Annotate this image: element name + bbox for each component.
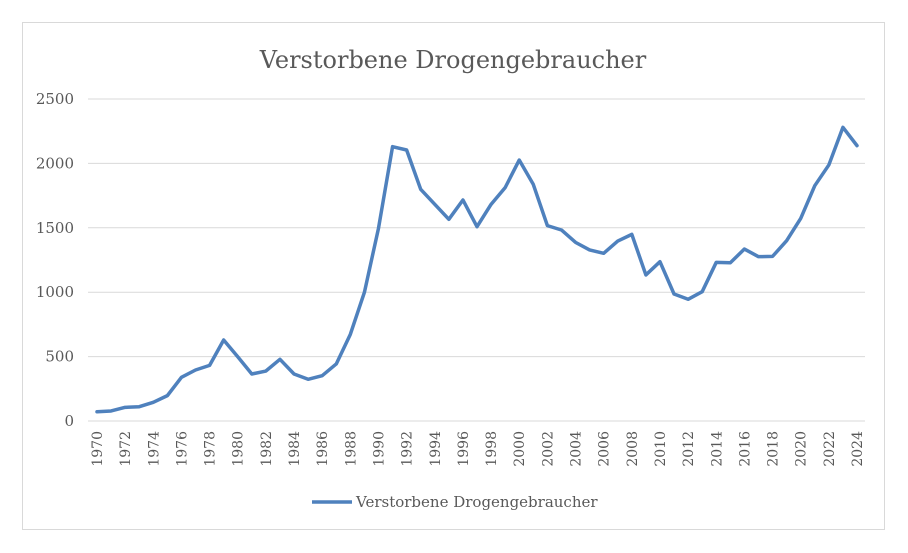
x-tick-label: 2016 [737, 431, 753, 467]
x-tick-label: 2014 [709, 431, 725, 467]
x-tick-label: 2006 [597, 431, 613, 467]
x-tick-label: 2000 [512, 431, 528, 467]
y-tick-label: 1500 [36, 219, 74, 237]
y-tick-label: 1000 [36, 283, 74, 301]
x-tick-label: 2012 [681, 431, 697, 467]
chart-border [22, 22, 885, 530]
x-tick-label: 1994 [428, 431, 444, 467]
y-tick-label: 2500 [36, 90, 74, 108]
x-tick-label: 2022 [822, 431, 838, 467]
x-tick-label: 2024 [850, 431, 866, 467]
x-tick-label: 1982 [259, 431, 275, 467]
x-tick-label: 2004 [569, 431, 585, 467]
x-tick-label: 1992 [400, 431, 416, 467]
x-tick-label: 1980 [231, 431, 247, 467]
x-tick-label: 1998 [484, 431, 500, 467]
x-tick-label: 2002 [540, 431, 556, 467]
y-tick-label: 500 [45, 348, 74, 366]
x-tick-label: 2018 [766, 431, 782, 467]
x-tick-label: 1990 [371, 431, 387, 467]
x-tick-label: 1986 [315, 431, 331, 467]
y-tick-label: 2000 [36, 154, 74, 172]
legend: Verstorbene Drogengebraucher [312, 493, 598, 511]
y-tick-label: 0 [64, 412, 74, 430]
x-tick-label: 1972 [118, 431, 134, 467]
chart-title: Verstorbene Drogengebraucher [259, 46, 647, 74]
x-tick-label: 1974 [146, 431, 162, 467]
x-tick-label: 2008 [625, 431, 641, 467]
x-tick-label: 1988 [343, 431, 359, 467]
legend-label: Verstorbene Drogengebraucher [355, 493, 598, 511]
x-tick-label: 2010 [653, 431, 669, 467]
x-tick-label: 1984 [287, 431, 303, 467]
x-tick-label: 1970 [90, 431, 106, 467]
x-tick-label: 1978 [203, 431, 219, 467]
x-tick-label: 2020 [794, 431, 810, 467]
x-tick-label: 1996 [456, 431, 472, 467]
x-tick-label: 1976 [174, 431, 190, 467]
